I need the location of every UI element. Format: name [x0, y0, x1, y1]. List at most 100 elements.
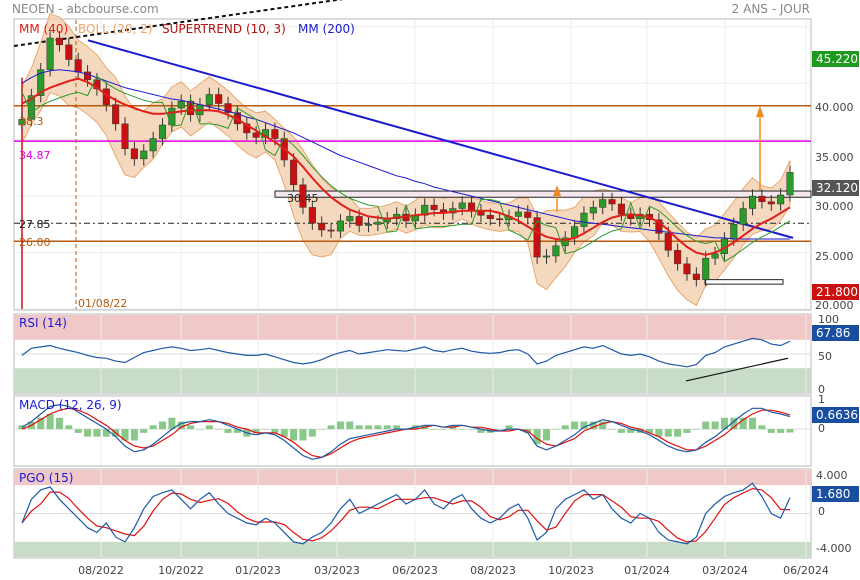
- macd-histogram-bar: [430, 429, 438, 430]
- candle-body: [112, 104, 120, 125]
- candle-body: [327, 229, 335, 232]
- indicator-lines: [18, 337, 794, 545]
- annotation-r2: 27.85: [19, 218, 51, 231]
- macd-last: 0.6636: [816, 408, 858, 422]
- rsi-line: [21, 337, 791, 368]
- macd-histogram-bar: [374, 425, 382, 430]
- candle-body: [552, 245, 560, 257]
- macd-histogram-bar: [355, 425, 363, 430]
- macd-histogram-bar: [271, 429, 279, 433]
- macd-histogram-bar: [533, 429, 541, 445]
- macd-histogram-bar: [224, 429, 232, 433]
- macd-histogram-bar: [608, 429, 616, 430]
- macd-histogram-bar: [739, 417, 747, 430]
- y-tick-label: 30.000: [815, 200, 854, 213]
- macd-histogram-bar: [655, 429, 663, 437]
- candle-body: [177, 101, 185, 109]
- macd-tick-label: 0: [818, 422, 825, 435]
- macd-histogram-bar: [177, 421, 185, 430]
- macd-histogram-bar: [262, 429, 270, 430]
- support-box: [704, 279, 784, 285]
- pgo-tick-label: -4.000: [816, 542, 851, 555]
- candle-body: [589, 207, 597, 214]
- macd-histogram-bar: [627, 429, 635, 433]
- candle-body: [290, 159, 298, 186]
- candle-body: [318, 222, 326, 231]
- macd-histogram-bar: [55, 417, 63, 430]
- x-tick-label: 10/2023: [548, 564, 594, 577]
- candle-body: [18, 119, 26, 126]
- candle-body: [336, 220, 344, 232]
- macd-histogram-bar: [664, 429, 672, 437]
- legend-boll: BOLL (20, 2): [78, 22, 153, 36]
- macd-histogram-bar: [702, 421, 710, 430]
- candle-body: [486, 215, 494, 219]
- macd-histogram-bar: [542, 429, 550, 441]
- x-tick-label: 01/2024: [624, 564, 670, 577]
- macd-histogram-bar: [205, 425, 213, 430]
- candle-body: [514, 211, 522, 217]
- candle-body: [149, 138, 157, 152]
- candle-body: [252, 132, 260, 138]
- candle-body: [158, 124, 167, 139]
- x-tick-label: 06/2024: [783, 564, 829, 577]
- candle-body: [355, 216, 363, 226]
- macd-histogram-bar: [589, 421, 597, 430]
- pgo-last: 1.680: [816, 487, 850, 501]
- macd-histogram-bar: [580, 421, 588, 430]
- macd-histogram-bar: [46, 414, 54, 430]
- macd-histogram-bar: [336, 421, 344, 430]
- macd-histogram-bar: [730, 417, 738, 430]
- price-tag-last: 32.120: [816, 181, 858, 195]
- candle-body: [730, 224, 738, 240]
- candle-body: [55, 37, 63, 46]
- macd-histogram-bar: [720, 417, 728, 430]
- macd-histogram-bar: [468, 429, 476, 430]
- candle-body: [674, 250, 682, 265]
- macd-histogram-bar: [130, 429, 138, 441]
- candle-body: [580, 212, 588, 227]
- candle-body: [786, 172, 794, 196]
- macd-histogram-bar: [383, 425, 391, 430]
- mm40-line: [21, 77, 791, 256]
- y-tick-label: 40.000: [815, 101, 854, 114]
- macd-histogram-bar: [187, 425, 195, 430]
- rsi-tick-label: 50: [818, 350, 832, 363]
- price-tag-low-box: [812, 284, 859, 300]
- candle-body: [664, 233, 672, 251]
- macd-histogram-bar: [84, 429, 92, 437]
- annotation-r1: 30.45: [287, 192, 319, 205]
- pgo-high-zone: [14, 470, 811, 486]
- macd-histogram-bar: [439, 429, 447, 430]
- macd-line: [21, 403, 791, 460]
- macd-histogram-bar: [777, 429, 785, 433]
- candle-body: [758, 195, 766, 203]
- candle-body: [561, 237, 569, 247]
- candle-body: [711, 253, 719, 259]
- candle-body: [168, 107, 176, 126]
- target-arrowhead-2: [756, 105, 764, 118]
- macd-histogram-bar: [318, 429, 326, 430]
- macd-histogram-bar: [617, 429, 625, 433]
- price-tag-last-box: [812, 180, 859, 196]
- macd-histogram-bar: [290, 429, 298, 441]
- macd-histogram-bar: [458, 429, 466, 430]
- macd-histogram-bar: [393, 425, 401, 430]
- macd-histogram-bar: [692, 429, 700, 430]
- macd-histogram-bar: [74, 429, 82, 433]
- rsi-overbought-zone: [14, 315, 811, 340]
- price-tag-low: 21.800: [816, 285, 858, 299]
- macd-histogram-bar: [758, 425, 766, 430]
- mm200-line: [21, 69, 790, 240]
- candle-body: [130, 148, 138, 160]
- downtrend-line: [87, 39, 794, 239]
- macd-histogram-bar: [749, 417, 757, 430]
- x-tick-label: 03/2024: [702, 564, 748, 577]
- macd-histogram-bar: [140, 429, 148, 433]
- macd-histogram-bar: [308, 429, 316, 437]
- macd-histogram-bar: [346, 421, 354, 430]
- candle-body: [608, 199, 616, 205]
- macd-histogram-bar: [168, 417, 176, 430]
- pgo-title: PGO (15): [19, 471, 73, 485]
